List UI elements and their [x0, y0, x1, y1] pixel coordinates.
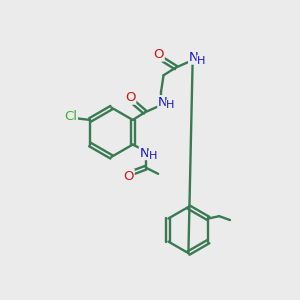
Text: H: H: [197, 56, 206, 66]
Text: N: N: [189, 51, 198, 64]
Text: Cl: Cl: [64, 110, 77, 123]
Text: O: O: [154, 48, 164, 61]
Text: O: O: [124, 169, 134, 183]
Text: N: N: [140, 146, 149, 160]
Text: N: N: [158, 96, 168, 109]
Text: O: O: [125, 91, 136, 104]
Text: H: H: [166, 100, 175, 110]
Text: H: H: [148, 151, 157, 161]
